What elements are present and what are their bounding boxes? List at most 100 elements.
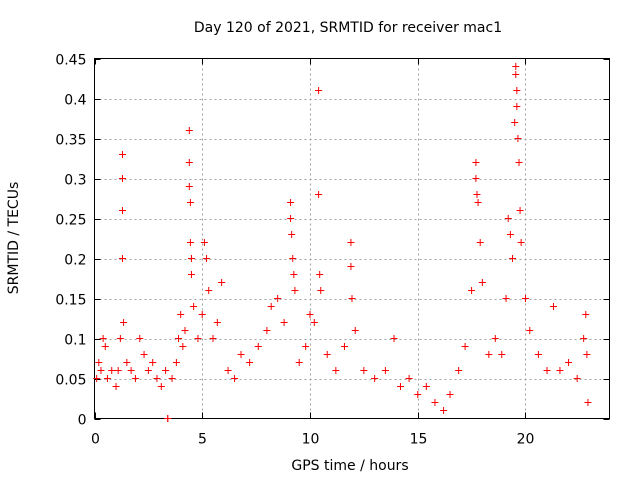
data-point: [108, 367, 116, 374]
data-point: [119, 255, 127, 262]
data-point: [119, 151, 127, 158]
data-point: [573, 375, 581, 382]
data-point: [213, 319, 221, 326]
data-point: [203, 255, 211, 262]
data-point: [181, 327, 189, 334]
y-tick-label: 0.25: [55, 213, 86, 229]
data-point: [186, 199, 194, 206]
data-point: [332, 367, 340, 374]
data-point: [287, 199, 295, 206]
data-point: [317, 287, 325, 294]
data-point: [502, 295, 510, 302]
data-point: [381, 367, 389, 374]
data-point: [291, 287, 299, 294]
data-point: [565, 359, 573, 366]
data-point: [504, 215, 512, 222]
data-point: [360, 367, 368, 374]
data-point: [556, 367, 564, 374]
data-point: [526, 327, 534, 334]
data-point: [231, 375, 239, 382]
x-axis-label: GPS time / hours: [291, 458, 408, 474]
data-point: [511, 119, 519, 126]
data-point: [164, 415, 172, 422]
data-point: [431, 399, 439, 406]
data-point: [472, 159, 480, 166]
data-point: [323, 351, 331, 358]
data-point: [144, 367, 152, 374]
data-point: [340, 343, 348, 350]
y-tick-label: 0.15: [55, 293, 86, 309]
data-point: [93, 375, 101, 382]
data-point: [474, 199, 482, 206]
data-point: [549, 303, 557, 310]
data-point: [461, 343, 469, 350]
data-point: [185, 159, 193, 166]
data-point: [246, 359, 254, 366]
data-point: [310, 319, 318, 326]
data-point: [390, 335, 398, 342]
data-point: [205, 287, 213, 294]
data-point: [289, 255, 297, 262]
x-tick-label: 15: [410, 432, 428, 448]
data-point: [583, 351, 591, 358]
data-point: [179, 343, 187, 350]
data-point: [422, 383, 430, 390]
data-point: [187, 255, 195, 262]
data-point: [512, 71, 520, 78]
data-point: [295, 359, 303, 366]
data-point: [218, 279, 226, 286]
data-point: [140, 351, 148, 358]
data-point: [348, 295, 356, 302]
x-tick-label: 0: [91, 432, 100, 448]
data-point: [149, 359, 157, 366]
data-point: [440, 407, 448, 414]
x-tick-label: 5: [198, 432, 207, 448]
data-point: [347, 263, 355, 270]
y-tick-label: 0.2: [64, 253, 86, 269]
data-point: [478, 279, 486, 286]
data-point: [584, 399, 592, 406]
grid-lines: [94, 58, 610, 419]
data-point: [521, 295, 529, 302]
data-point: [414, 391, 422, 398]
data-point: [485, 351, 493, 358]
y-tick-label: 0.45: [55, 53, 86, 69]
data-point: [534, 351, 542, 358]
y-tick-label: 0.35: [55, 133, 86, 149]
data-point: [351, 327, 359, 334]
data-point: [517, 239, 525, 246]
data-point: [316, 271, 324, 278]
data-point: [99, 335, 107, 342]
data-point: [290, 271, 298, 278]
data-point: [254, 343, 262, 350]
data-point: [187, 271, 195, 278]
data-point: [97, 367, 105, 374]
data-point: [315, 191, 323, 198]
y-axis-label: SRMTID / TECUs: [6, 182, 22, 295]
data-point: [162, 367, 170, 374]
y-tick-label: 0.05: [55, 373, 86, 389]
data-point: [114, 367, 122, 374]
data-point: [175, 335, 183, 342]
data-point: [473, 191, 481, 198]
data-point: [506, 231, 514, 238]
x-tick-label: 10: [302, 432, 320, 448]
data-point: [168, 375, 176, 382]
y-tick-label: 0: [78, 413, 87, 429]
data-point: [513, 103, 521, 110]
data-point: [198, 311, 206, 318]
data-point: [446, 391, 454, 398]
data-point: [185, 127, 193, 134]
data-point: [302, 343, 310, 350]
data-point: [274, 295, 282, 302]
data-point: [177, 311, 185, 318]
x-tick-label: 20: [517, 432, 535, 448]
data-point: [194, 335, 202, 342]
data-point: [119, 175, 127, 182]
data-point: [347, 239, 355, 246]
data-point: [315, 87, 323, 94]
data-point: [491, 335, 499, 342]
data-point: [153, 375, 161, 382]
data-point: [580, 335, 588, 342]
y-tick-label: 0.1: [64, 333, 86, 349]
